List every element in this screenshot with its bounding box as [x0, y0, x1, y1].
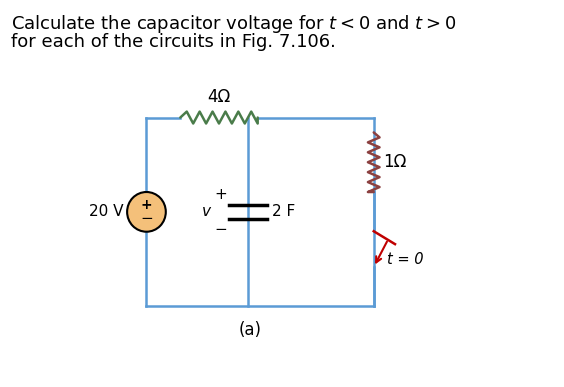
Text: 20 V: 20 V — [89, 204, 124, 219]
Text: v: v — [202, 204, 212, 219]
Text: t = 0: t = 0 — [387, 252, 424, 267]
Text: 2 F: 2 F — [272, 204, 296, 219]
Circle shape — [127, 192, 166, 232]
Text: for each of the circuits in Fig. 7.106.: for each of the circuits in Fig. 7.106. — [11, 33, 336, 51]
Text: −: − — [140, 211, 153, 226]
Text: Calculate the capacitor voltage for $t < 0$ and $t > 0$: Calculate the capacitor voltage for $t <… — [11, 13, 456, 35]
Text: −: − — [214, 222, 227, 237]
Text: +: + — [214, 187, 227, 202]
Text: 4Ω: 4Ω — [208, 87, 231, 106]
Text: +: + — [140, 198, 152, 212]
Text: (a): (a) — [239, 321, 262, 339]
Text: 1Ω: 1Ω — [384, 153, 407, 171]
